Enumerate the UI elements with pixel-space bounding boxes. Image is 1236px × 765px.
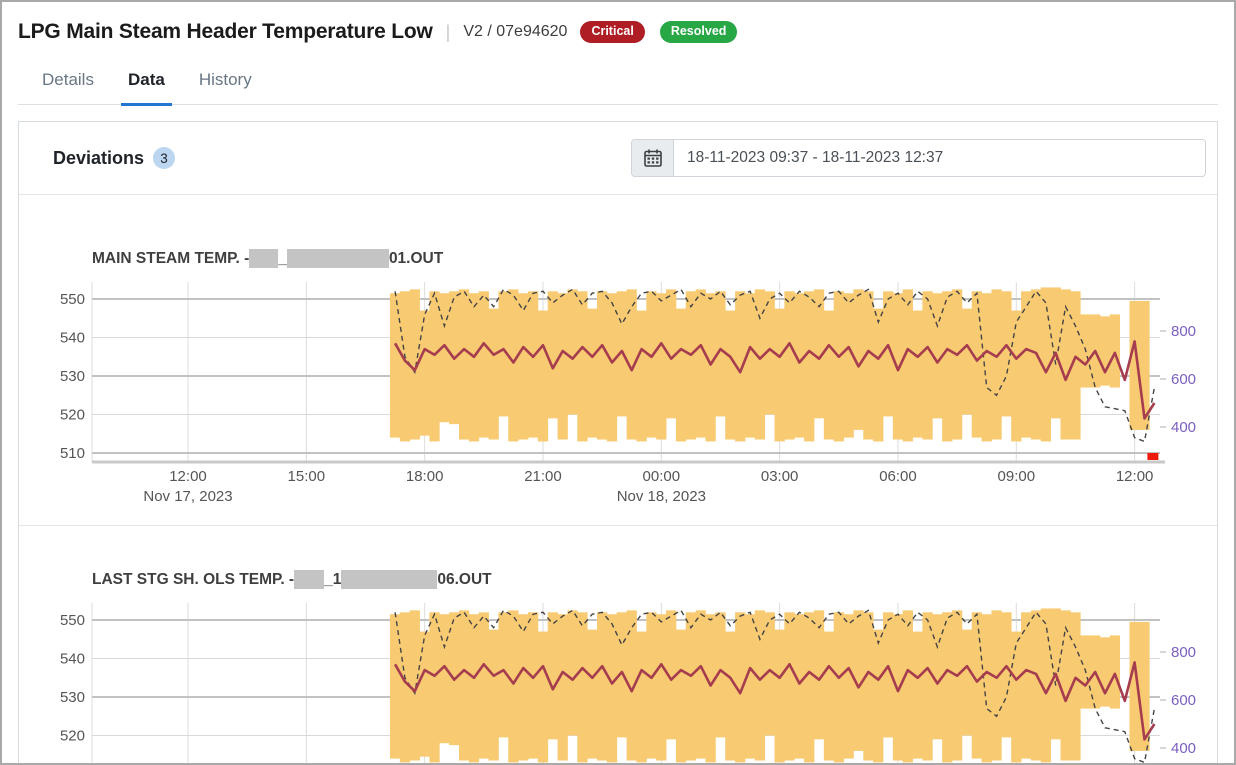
alarm-marker: [1147, 453, 1159, 460]
redacted-text: [294, 570, 325, 589]
svg-text:800: 800: [1171, 323, 1196, 340]
temperature-line: [393, 661, 1156, 741]
chart-title: LAST STG SH. OLS TEMP. - _1 06.OUT: [92, 570, 1217, 589]
calendar-button[interactable]: [632, 140, 674, 176]
svg-text:600: 600: [1171, 692, 1196, 709]
svg-text:Nov 18, 2023: Nov 18, 2023: [617, 488, 706, 505]
chart-svg: 510 520 530 540 550 12:00 Nov 17, 2023 15:00 18:…: [60, 282, 1196, 505]
svg-text:540: 540: [60, 330, 85, 347]
deviation-band-series: [389, 608, 1150, 763]
svg-text:00:00: 00:00: [643, 468, 681, 485]
svg-text:400: 400: [1171, 419, 1196, 436]
chart-block-main-steam-temp: MAIN STEAM TEMP. - _ 01.OUT 510 520 530 540…: [19, 195, 1217, 525]
status-badge-critical: Critical: [580, 21, 645, 43]
chart-title-suffix: 01.OUT: [388, 249, 444, 267]
svg-text:510: 510: [60, 445, 85, 462]
tab-data[interactable]: Data: [120, 66, 172, 106]
svg-text:540: 540: [60, 651, 85, 668]
svg-text:09:00: 09:00: [998, 468, 1036, 485]
svg-text:06:00: 06:00: [879, 468, 917, 485]
tab-bar: Details Data History: [18, 66, 1218, 106]
svg-text:550: 550: [60, 612, 85, 629]
tab-history[interactable]: History: [198, 70, 252, 89]
page-header: LPG Main Steam Header Temperature Low | …: [2, 2, 1234, 106]
chart-title-suffix: 06.OUT: [437, 570, 492, 588]
deviations-heading: Deviations: [53, 147, 145, 168]
axis-labels: 510 520 530 540 550 12:00 Nov 17, 2023 15:00 18:…: [60, 291, 1153, 505]
deviations-card: Deviations 3: [18, 121, 1218, 763]
svg-text:12:00: 12:00: [169, 468, 207, 485]
alarm-version: V2 / 07e94620: [463, 23, 568, 40]
svg-text:600: 600: [1171, 371, 1196, 388]
chart-block-last-stg-sh-ols-temp: LAST STG SH. OLS TEMP. - _1 06.OUT 51052…: [19, 525, 1217, 763]
svg-text:15:00: 15:00: [288, 468, 326, 485]
title-row: LPG Main Steam Header Temperature Low | …: [18, 20, 1218, 44]
deviations-card-header: Deviations 3: [19, 122, 1217, 195]
svg-text:530: 530: [60, 689, 85, 706]
svg-text:400: 400: [1171, 740, 1196, 757]
redacted-text: [249, 249, 279, 268]
chart-title-infix: _: [278, 249, 287, 267]
svg-text:Nov 17, 2023: Nov 17, 2023: [143, 488, 232, 505]
date-range-input[interactable]: [674, 140, 1205, 176]
redacted-text: [341, 570, 438, 589]
page-title: LPG Main Steam Header Temperature Low: [18, 20, 433, 43]
chart-canvas-main-steam-temp[interactable]: 510 520 530 540 550 12:00 Nov 17, 2023 15:00 18:…: [19, 278, 1217, 511]
svg-text:800: 800: [1171, 644, 1196, 661]
date-range-picker: [631, 139, 1206, 177]
chart-title-infix: _1: [324, 570, 342, 588]
reference-dashed-line: [394, 288, 1156, 443]
chart-title: MAIN STEAM TEMP. - _ 01.OUT: [92, 249, 1217, 268]
deviations-count-badge: 3: [153, 147, 176, 169]
svg-text:550: 550: [60, 291, 85, 308]
svg-text:18:00: 18:00: [406, 468, 444, 485]
svg-text:21:00: 21:00: [524, 468, 562, 485]
svg-text:520: 520: [60, 728, 85, 745]
reference-dashed-line: [394, 609, 1156, 763]
status-badge-resolved: Resolved: [659, 21, 738, 43]
title-separator: |: [445, 21, 451, 42]
right-axis-labels: 400 600 800: [1160, 644, 1196, 757]
chart-title-prefix: MAIN STEAM TEMP. -: [92, 249, 250, 267]
tab-details[interactable]: Details: [42, 70, 94, 89]
calendar-icon: [643, 149, 662, 167]
svg-text:530: 530: [60, 368, 85, 385]
svg-text:520: 520: [60, 407, 85, 424]
right-axis-labels: 400 600 800: [1160, 323, 1196, 436]
redacted-text: [286, 249, 389, 268]
deviation-band-series: [389, 287, 1150, 442]
temperature-line: [393, 340, 1156, 420]
deviations-heading-wrap: Deviations 3: [53, 147, 176, 169]
svg-text:03:00: 03:00: [761, 468, 799, 485]
svg-text:12:00: 12:00: [1116, 468, 1154, 485]
chart-title-prefix: LAST STG SH. OLS TEMP. -: [92, 570, 295, 588]
